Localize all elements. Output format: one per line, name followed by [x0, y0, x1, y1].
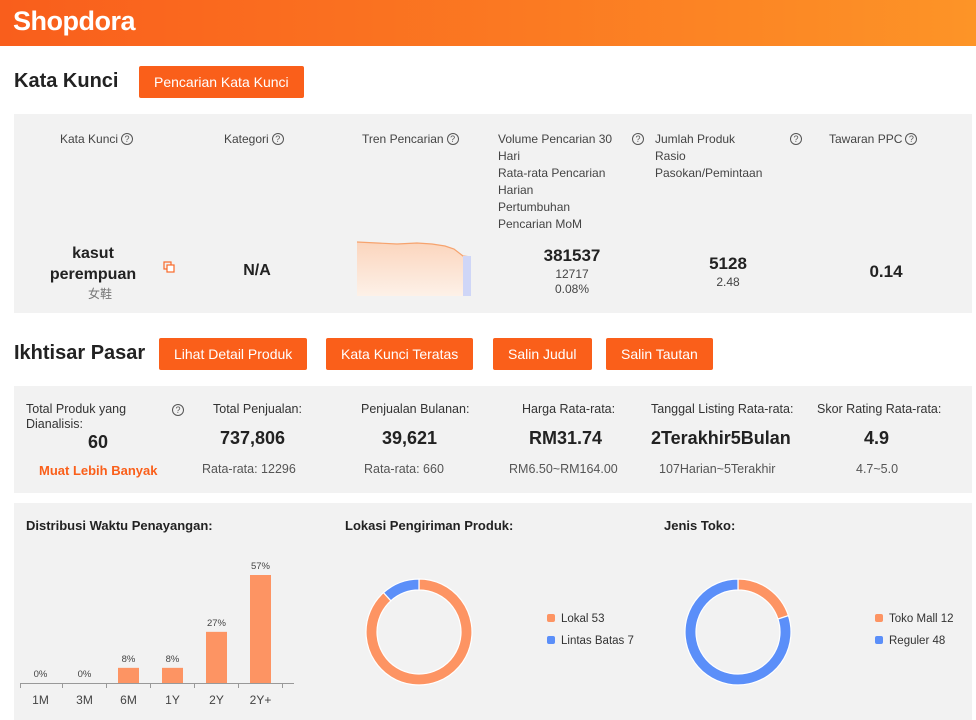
mom-growth-value: 0.08%	[554, 282, 590, 296]
load-more-link[interactable]: Muat Lebih Banyak	[39, 463, 158, 478]
help-icon[interactable]: ?	[121, 133, 134, 145]
average-price-value: RM31.74	[529, 428, 603, 448]
market-section-title: Ikhtisar Pasar	[14, 342, 146, 364]
x-tick-label: 1Y	[165, 693, 180, 707]
average-listing-date-label: Tanggal Listing Rata-rata:	[651, 402, 794, 416]
analyzed-products-value: 60	[88, 432, 109, 452]
slice-toko-mall[interactable]	[737, 578, 790, 620]
monthly-sales-value: 39,621	[382, 428, 438, 448]
category-value: N/A	[243, 262, 271, 279]
help-icon[interactable]: ?	[790, 133, 802, 145]
col-volume-header: Volume Pencarian 30 Hari Rata-rata Penca…	[498, 132, 613, 231]
bar-6m[interactable]	[118, 667, 139, 683]
product-count-value: 5128	[709, 254, 747, 273]
total-sales-label: Total Penjualan:	[213, 402, 302, 416]
bar-value-label: 0%	[78, 669, 92, 680]
listing-time-bar-chart: 0% 1M 0% 3M 8% 6M 8% 1Y 27% 2Y 57% 2Y+	[20, 561, 294, 707]
slice-reguler[interactable]	[684, 578, 792, 686]
bar-value-label: 8%	[166, 654, 180, 665]
slice-lokal[interactable]	[365, 578, 473, 686]
shopdora-logo[interactable]: Shopdora	[13, 6, 136, 36]
legend-swatch	[875, 614, 883, 622]
monthly-sales-average: Rata-rata: 660	[364, 462, 444, 476]
total-sales-value: 737,806	[220, 428, 286, 448]
ppc-bid-value: 0.14	[869, 262, 903, 281]
help-icon[interactable]: ?	[446, 133, 459, 145]
listing-date-range-value: 107Harian~5Terakhir	[659, 462, 776, 476]
col-products-header: Jumlah Produk Rasio Pasokan/Pemintaan	[655, 132, 763, 180]
bar-value-label: 27%	[207, 618, 227, 629]
top-keywords-button[interactable]: Kata Kunci Teratas	[326, 338, 474, 370]
help-icon[interactable]: ?	[905, 133, 918, 145]
listing-time-chart-title: Distribusi Waktu Penayangan:	[26, 518, 213, 533]
x-tick-label: 6M	[120, 693, 137, 707]
top-bar: Shopdora	[0, 0, 976, 46]
legend-swatch	[875, 636, 883, 644]
col-keyword-header: Kata Kunci?	[60, 131, 134, 148]
average-listing-date-value: 2Terakhir5Bulan	[651, 428, 791, 448]
analyzed-products-label: Total Produk yang Dianalisis:	[26, 402, 127, 431]
col-trend-header: Tren Pencarian?	[362, 131, 459, 148]
keyword-search-button[interactable]: Pencarian Kata Kunci	[139, 66, 304, 98]
monthly-sales-label: Penjualan Bulanan:	[361, 402, 470, 416]
copy-link-button[interactable]: Salin Tautan	[606, 338, 713, 370]
daily-average-value: 12717	[555, 267, 589, 281]
legend-regular: Reguler 48	[875, 635, 945, 647]
view-product-detail-button[interactable]: Lihat Detail Produk	[159, 338, 308, 370]
keyword-name: kasut perempuan	[49, 245, 137, 283]
slice-lintas-batas[interactable]	[382, 578, 420, 602]
legend-swatch	[547, 614, 555, 622]
x-tick-label: 2Y	[209, 693, 224, 707]
x-tick-label: 1M	[32, 693, 49, 707]
copy-icon[interactable]	[163, 261, 175, 273]
keyword-translation: 女鞋	[87, 287, 112, 301]
help-icon[interactable]: ?	[632, 133, 644, 145]
market-metrics-panel	[14, 386, 972, 493]
bar-value-label: 0%	[34, 669, 48, 680]
legend-mall: Toko Mall 12	[875, 613, 954, 625]
shipping-location-chart-title: Lokasi Pengiriman Produk:	[345, 518, 514, 533]
shop-type-donut	[684, 578, 792, 686]
col-category-header: Kategori?	[224, 131, 284, 148]
bar-2y-plus[interactable]	[250, 575, 271, 683]
search-trend-sparkline	[357, 241, 471, 296]
bar-1y[interactable]	[162, 667, 183, 683]
keyword-table	[14, 114, 972, 313]
average-rating-label: Skor Rating Rata-rata:	[817, 402, 942, 416]
bar-2y[interactable]	[206, 631, 227, 683]
x-tick-label: 3M	[76, 693, 93, 707]
total-sales-average: Rata-rata: 12296	[202, 462, 296, 476]
copy-title-button[interactable]: Salin Judul	[493, 338, 592, 370]
supply-demand-ratio-value: 2.48	[716, 275, 740, 289]
average-price-label: Harga Rata-rata:	[522, 402, 616, 416]
shipping-location-donut	[365, 578, 473, 686]
x-tick-label: 2Y+	[250, 693, 272, 707]
bar-value-label: 8%	[122, 654, 136, 665]
legend-local: Lokal 53	[547, 613, 604, 625]
rating-range-value: 4.7~5.0	[856, 462, 899, 476]
average-rating-value: 4.9	[864, 428, 890, 448]
bar-value-label: 57%	[251, 561, 271, 572]
legend-swatch	[547, 636, 555, 644]
legend-cross-border: Lintas Batas 7	[547, 635, 634, 647]
search-volume-value: 381537	[543, 246, 601, 265]
shop-type-chart-title: Jenis Toko:	[664, 518, 736, 533]
price-range-value: RM6.50~RM164.00	[509, 462, 618, 476]
help-icon[interactable]: ?	[271, 133, 284, 145]
col-ppc-header: Tawaran PPC?	[829, 131, 918, 148]
help-icon[interactable]: ?	[172, 404, 184, 416]
keyword-section-title: Kata Kunci	[14, 70, 119, 92]
